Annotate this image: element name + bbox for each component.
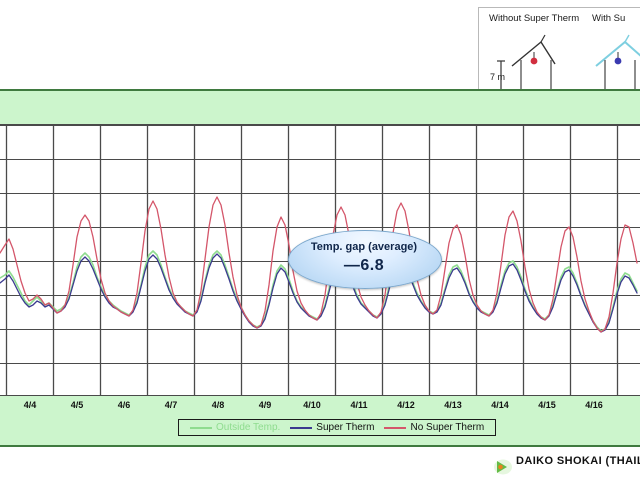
legend-entry: No Super Therm bbox=[384, 422, 484, 433]
x-axis-tick-label: 4/10 bbox=[303, 400, 321, 410]
x-axis-tick-label: 4/6 bbox=[117, 400, 131, 410]
x-axis-tick-label: 4/14 bbox=[491, 400, 509, 410]
x-axis-tick-label: 4/15 bbox=[538, 400, 556, 410]
x-axis-tick-label: 4/13 bbox=[444, 400, 462, 410]
legend-label: Outside Temp. bbox=[216, 422, 281, 433]
x-axis-tick-label: 4/16 bbox=[585, 400, 603, 410]
x-axis-tick-label: 4/8 bbox=[211, 400, 225, 410]
house-without-super-therm-icon bbox=[497, 34, 556, 95]
chart-band: Temp. gap (average) —6.8 4/4 4/5 4/6 4/7 4/8… bbox=[0, 89, 640, 447]
series-line-super-therm bbox=[0, 253, 638, 333]
x-axis-tick-label: 4/11 bbox=[350, 400, 368, 410]
chart-svg bbox=[0, 125, 640, 395]
x-axis-tick-label: 4/9 bbox=[258, 400, 272, 410]
x-axis-tick-label: 4/4 bbox=[23, 400, 37, 410]
chart-legend: Outside Temp. Super Therm No Super Therm bbox=[178, 419, 497, 436]
callout-ellipse bbox=[288, 230, 442, 289]
temp-gap-callout: Temp. gap (average) —6.8 bbox=[288, 230, 442, 289]
house-comparison-inset: Without Super Therm With Su 7 m bbox=[478, 7, 640, 102]
company-name: DAIKO SHOKAI (THAILAN bbox=[516, 455, 640, 467]
x-axis-tick-label: 4/7 bbox=[164, 400, 178, 410]
inset-label-row: Without Super Therm With Su bbox=[479, 13, 640, 27]
legend-color-swatch bbox=[384, 426, 407, 429]
x-axis-tick-label: 4/5 bbox=[70, 400, 84, 410]
inset-label-with-super-therm: With Su bbox=[592, 13, 626, 24]
x-axis-tick-label: 4/12 bbox=[397, 400, 415, 410]
inset-label-without-super-therm: Without Super Therm bbox=[489, 13, 580, 24]
legend-entry: Super Therm bbox=[290, 422, 374, 433]
legend-color-swatch bbox=[290, 426, 313, 429]
house-with-super-therm-icon bbox=[595, 34, 640, 95]
legend-label: Super Therm bbox=[316, 422, 375, 433]
x-axis-labels: 4/4 4/5 4/6 4/7 4/8 4/9 4/10 4/11 4/12 4/13 4/14 4/… bbox=[0, 398, 640, 416]
legend-entry: Outside Temp. bbox=[190, 422, 280, 433]
green-arrow-bullet-icon bbox=[494, 459, 514, 475]
footer: DAIKO SHOKAI (THAILAN bbox=[0, 447, 640, 480]
inset-height-label: 7 m bbox=[490, 72, 505, 82]
series-line-no-super-therm bbox=[0, 196, 638, 333]
callout-title: Temp. gap (average) bbox=[310, 241, 418, 253]
callout-value: —6.8 bbox=[343, 257, 385, 274]
legend-label: No Super Therm bbox=[410, 422, 485, 433]
legend-color-swatch bbox=[190, 426, 212, 429]
